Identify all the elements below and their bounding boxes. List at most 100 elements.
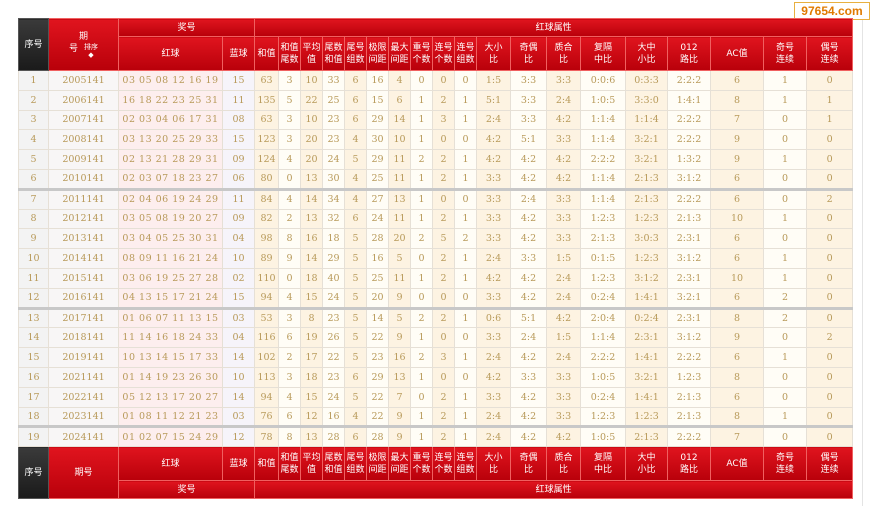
- table-row: 2 2006141 16 18 22 23 25 31 11 135 5 22 25 6 15 6 1…: [18, 89, 854, 111]
- footer-zone-ratio: 复隔 中比: [580, 446, 627, 482]
- cell-red-balls: 01 14 19 23 26 30: [118, 366, 223, 388]
- cell-mod012-ratio: 2:2:2: [667, 425, 712, 448]
- cell-seq: 6: [18, 168, 49, 190]
- footer-even-consecutive: 偶号 连续: [806, 446, 854, 482]
- header-issue[interactable]: 期 号排序 ◆: [48, 18, 119, 71]
- cell-consecutive-count: 0: [432, 287, 456, 309]
- cell-range-span: 25: [366, 168, 390, 190]
- cell-odd-even-ratio: 3:3: [510, 70, 548, 91]
- cell-tail-sum: 28: [322, 425, 346, 448]
- cell-odd-even-ratio: 4:2: [510, 267, 548, 289]
- cell-repeat-count: 1: [410, 109, 434, 131]
- table-row: 11 2015141 03 06 19 25 27 28 02 110 0 18 40 5 25 1…: [18, 267, 854, 289]
- cell-odd-consecutive: 0: [763, 187, 808, 210]
- cell-seq: 17: [18, 386, 49, 408]
- cell-average: 8: [300, 306, 324, 329]
- cell-red-balls: 02 04 06 19 24 29: [118, 187, 223, 210]
- cell-blue-ball: 06: [221, 168, 256, 190]
- cell-large-mid-small-ratio: 1:4:1: [625, 386, 669, 408]
- cell-consecutive-count: 3: [432, 109, 456, 131]
- cell-range-span: 16: [366, 248, 390, 269]
- cell-max-gap: 6: [388, 89, 412, 111]
- cell-tail-sum: 34: [322, 187, 346, 210]
- footer-red-ball: 红球: [118, 446, 223, 482]
- cell-odd-even-ratio: 4:2: [510, 347, 548, 368]
- cell-big-small-ratio: 3:3: [476, 386, 512, 408]
- cell-issue: 2013141: [48, 228, 119, 250]
- cell-tail-groups: 6: [344, 109, 368, 131]
- cell-zone-ratio: 1:1:4: [580, 187, 627, 210]
- cell-blue-ball: 12: [221, 425, 256, 448]
- cell-tail-sum: 23: [322, 366, 346, 388]
- cell-range-span: 16: [366, 70, 390, 91]
- cell-zone-ratio: 1:2:3: [580, 208, 627, 230]
- cell-large-mid-small-ratio: 1:2:3: [625, 406, 669, 428]
- cell-range-span: 24: [366, 208, 390, 230]
- cell-issue: 2022141: [48, 386, 119, 408]
- cell-repeat-count: 2: [410, 306, 434, 329]
- footer-ac-value: AC值: [710, 446, 765, 482]
- cell-range-span: 22: [366, 406, 390, 428]
- cell-mod012-ratio: 3:1:2: [667, 327, 712, 349]
- header-consecutive-groups: 连号 组数: [454, 36, 478, 71]
- footer-consecutive-groups: 连号 组数: [454, 446, 478, 482]
- cell-zone-ratio: 2:2:2: [580, 149, 627, 170]
- cell-seq: 10: [18, 248, 49, 269]
- cell-large-mid-small-ratio: 3:2:1: [625, 149, 669, 170]
- cell-consecutive-groups: 1: [454, 208, 478, 230]
- cell-mod012-ratio: 3:1:2: [667, 248, 712, 269]
- cell-large-mid-small-ratio: 1:4:1: [625, 347, 669, 368]
- cell-zone-ratio: 0:0:6: [580, 70, 627, 91]
- sort-label: 排序: [84, 42, 98, 51]
- cell-zone-ratio: 0:2:4: [580, 386, 627, 408]
- cell-repeat-count: 1: [410, 366, 434, 388]
- cell-max-gap: 11: [388, 168, 412, 190]
- sort-button[interactable]: 排序 ◆: [84, 43, 98, 59]
- cell-large-mid-small-ratio: 0:3:3: [625, 70, 669, 91]
- cell-tail-sum: 24: [322, 287, 346, 309]
- cell-red-balls: 03 13 20 25 29 33: [118, 129, 223, 151]
- lottery-history-table: 序号 期 号排序 ◆ 奖号 红球属性 红球 蓝球 和值 和值 尾数 平均 值尾数 和值…: [18, 18, 854, 500]
- cell-mod012-ratio: 2:1:3: [667, 406, 712, 428]
- cell-mod012-ratio: 2:3:1: [667, 306, 712, 329]
- cell-consecutive-count: 2: [432, 248, 456, 269]
- header-seq: 序号: [18, 18, 49, 71]
- cell-issue: 2019141: [48, 347, 119, 368]
- cell-odd-even-ratio: 3:3: [510, 248, 548, 269]
- cell-consecutive-groups: 0: [454, 287, 478, 309]
- cell-sum: 102: [254, 347, 280, 368]
- footer-seq: 序号: [18, 446, 49, 500]
- cell-odd-even-ratio: 4:2: [510, 149, 548, 170]
- header-sum: 和值: [254, 36, 280, 71]
- header-sum-tail: 和值 尾数: [278, 36, 302, 71]
- cell-consecutive-groups: 1: [454, 386, 478, 408]
- cell-average: 18: [300, 366, 324, 388]
- footer-tail-sum: 尾数 和值: [322, 446, 346, 482]
- cell-big-small-ratio: 2:4: [476, 425, 512, 448]
- cell-repeat-count: 1: [410, 208, 434, 230]
- cell-sum-tail: 3: [278, 306, 302, 329]
- cell-odd-even-ratio: 5:1: [510, 306, 548, 329]
- footer-issue: 期号: [48, 446, 119, 500]
- cell-red-balls: 03 06 19 25 27 28: [118, 267, 223, 289]
- cell-range-span: 14: [366, 306, 390, 329]
- cell-tail-sum: 24: [322, 386, 346, 408]
- cell-ac-value: 10: [710, 208, 765, 230]
- cell-odd-even-ratio: 4:2: [510, 406, 548, 428]
- cell-tail-groups: 4: [344, 129, 368, 151]
- cell-blue-ball: 15: [221, 70, 256, 91]
- cell-repeat-count: 0: [410, 386, 434, 408]
- cell-sum-tail: 8: [278, 425, 302, 448]
- cell-range-span: 29: [366, 366, 390, 388]
- cell-average: 14: [300, 187, 324, 210]
- cell-red-balls: 03 04 05 25 30 31: [118, 228, 223, 250]
- cell-issue: 2009141: [48, 149, 119, 170]
- cell-odd-consecutive: 1: [763, 347, 808, 368]
- cell-seq: 4: [18, 129, 49, 151]
- cell-sum-tail: 5: [278, 89, 302, 111]
- cell-mod012-ratio: 3:1:2: [667, 168, 712, 190]
- cell-mod012-ratio: 2:2:2: [667, 187, 712, 210]
- cell-odd-consecutive: 1: [763, 208, 808, 230]
- cell-blue-ball: 03: [221, 306, 256, 329]
- cell-sum-tail: 4: [278, 149, 302, 170]
